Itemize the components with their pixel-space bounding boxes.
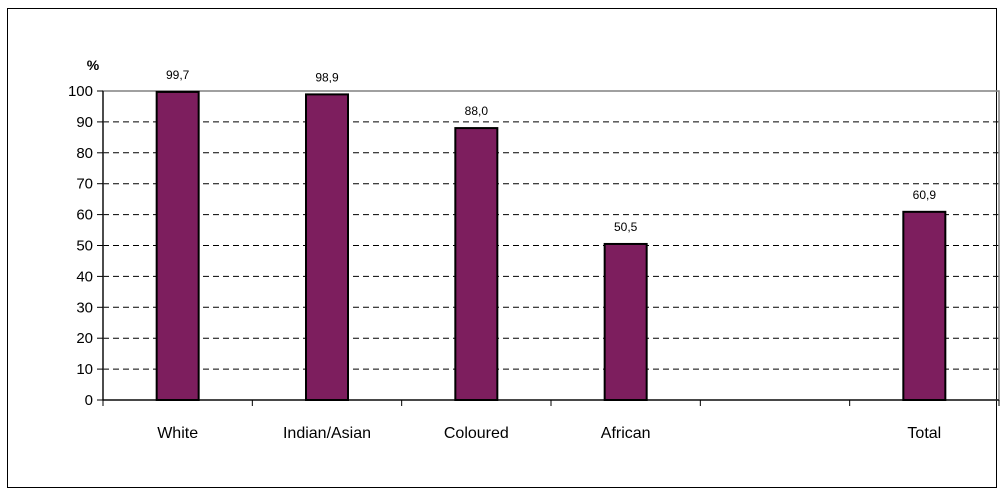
y-tick-label: 100 xyxy=(68,83,93,100)
bar xyxy=(305,93,349,402)
labels: 0 10 20 30 40 50 60 70 80 90 100 99,7 White 98,9 India… xyxy=(68,68,941,442)
x-tick-label: Total xyxy=(907,425,941,442)
y-axis-label: % xyxy=(87,57,100,73)
gridlines xyxy=(103,121,999,370)
data-label: 60,9 xyxy=(913,188,937,202)
y-tick-label: 60 xyxy=(76,207,93,224)
y-tick-label: 40 xyxy=(76,268,93,285)
x-tick-label: African xyxy=(601,425,651,442)
bar xyxy=(454,127,499,402)
bar xyxy=(603,242,648,401)
data-label: 50,5 xyxy=(614,220,638,234)
data-label: 88,0 xyxy=(465,104,489,118)
y-tick-label: 0 xyxy=(85,392,93,409)
x-tick-label: Coloured xyxy=(444,425,509,442)
y-tick-label: 80 xyxy=(76,145,93,162)
data-label: 99,7 xyxy=(166,68,190,82)
y-tick-label: 30 xyxy=(76,299,93,316)
y-tick-label: 70 xyxy=(76,176,93,193)
axes xyxy=(97,90,1000,406)
x-tick-label: White xyxy=(157,425,198,442)
bar xyxy=(902,210,947,401)
y-tick-label: 20 xyxy=(76,330,93,347)
y-tick-label: 90 xyxy=(76,114,93,131)
y-tick-label: 10 xyxy=(76,361,93,378)
x-tick-label: Indian/Asian xyxy=(283,425,371,442)
y-tick-label: 50 xyxy=(76,238,93,255)
bar xyxy=(155,90,200,401)
data-label: 98,9 xyxy=(315,70,339,84)
